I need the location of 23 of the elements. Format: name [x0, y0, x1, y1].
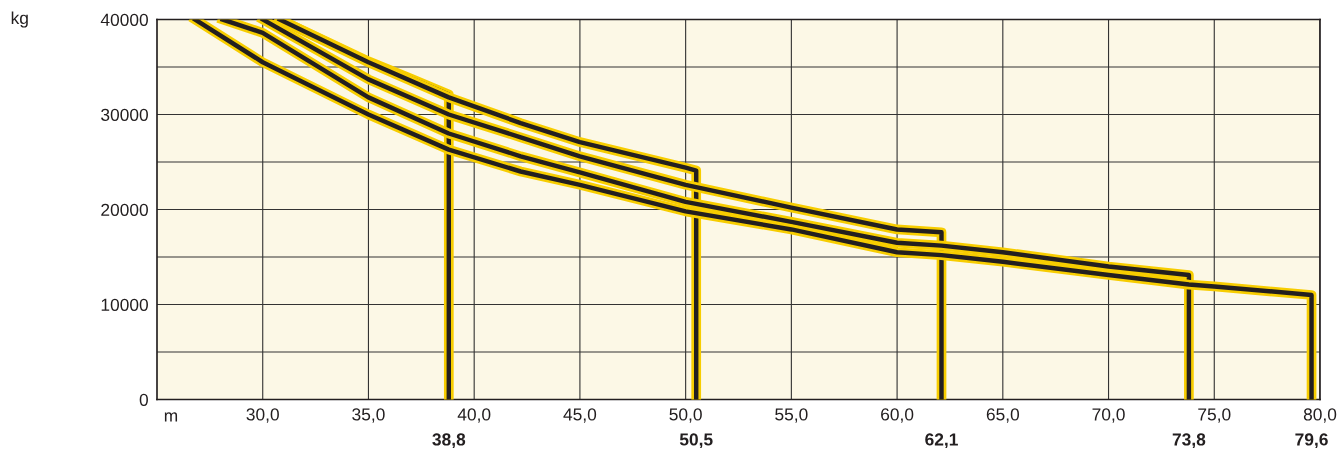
y-tick-label: 20000 [101, 203, 148, 216]
x-tick-label: 45,0 [563, 408, 597, 423]
x-tick-label: 65,0 [986, 408, 1020, 423]
y-tick-label: 10000 [101, 298, 148, 311]
x-tick-label: 40,0 [457, 408, 491, 423]
x-tick-label: 70,0 [1092, 408, 1125, 423]
annotation: 50,5 [679, 433, 713, 449]
x-tick-label: 75,0 [1198, 408, 1231, 423]
x-axis-title: m [164, 412, 178, 422]
x-tick-label: 55,0 [775, 408, 808, 423]
x-tick-label: 60,0 [881, 408, 914, 423]
annotation: 38,8 [432, 433, 466, 449]
y-tick-label: 30000 [101, 108, 148, 121]
y-tick-label: 40000 [100, 13, 148, 26]
y-tick-label: 0 [139, 393, 148, 406]
x-tick-label: 35,0 [352, 408, 385, 423]
annotation: 79,6 [1295, 433, 1328, 449]
y-axis-title: kg [11, 11, 28, 28]
x-tick-label: 50,0 [669, 408, 702, 423]
x-tick-label: 80,0 [1303, 408, 1337, 423]
x-tick-label: 30,0 [246, 408, 279, 423]
annotation: 62,1 [925, 433, 958, 449]
annotation: 73,8 [1172, 433, 1206, 449]
